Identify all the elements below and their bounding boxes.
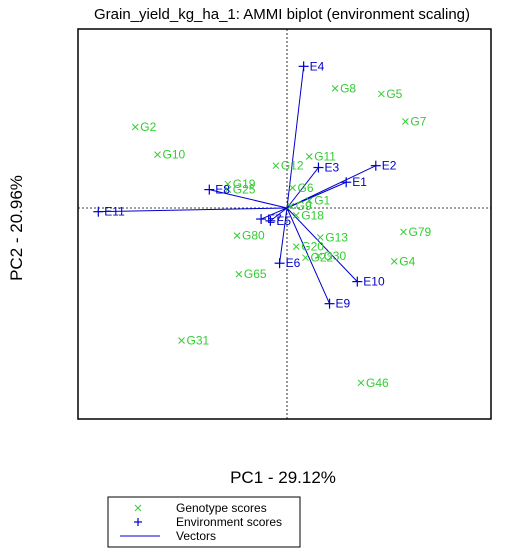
genotype-label-g20: G20: [301, 240, 324, 254]
genotype-point-g11: [305, 153, 313, 160]
environment-label-e9: E9: [336, 297, 351, 311]
legend: Genotype scores Environment scores Vecto…: [107, 496, 301, 548]
genotype-label-g19: G19: [233, 177, 256, 191]
genotype-point-g19: [224, 180, 232, 188]
environment-label-e6: E6: [286, 256, 301, 270]
environment-label-e10: E10: [363, 275, 385, 289]
genotype-label-g6: G6: [298, 181, 314, 195]
legend-genotype-symbol: [134, 504, 142, 512]
vector-e1: [286, 181, 347, 209]
genotype-point-g31: [178, 337, 185, 344]
environment-point-e11: [93, 206, 104, 217]
genotype-point-g79: [400, 228, 407, 236]
genotype-label-g18: G18: [301, 208, 324, 222]
plot-frame: [77, 28, 492, 420]
genotype-label-g8: G8: [340, 81, 356, 95]
genotype-point-g1: [305, 197, 313, 204]
vector-e2: [286, 165, 377, 209]
genotype-point-g4: [390, 258, 398, 265]
genotype-point-g8: [331, 85, 339, 92]
genotype-point-g20: [292, 243, 300, 250]
genotype-label-g4: G4: [399, 254, 415, 268]
genotype-point-g7: [402, 118, 409, 125]
vector-e7: [260, 207, 288, 220]
y-axis-title: PC2 - 20.96%: [7, 175, 26, 281]
environment-point-e2: [370, 160, 381, 171]
genotype-label-g46: G46: [366, 376, 389, 390]
genotype-point-g13: [316, 234, 324, 241]
vector-e3: [286, 167, 319, 209]
legend-environment-symbol: [134, 518, 142, 526]
legend-vector-label: Vectors: [176, 529, 216, 543]
genotype-label-g5: G5: [386, 87, 402, 101]
vectors-layer: [98, 66, 377, 304]
genotype-label-g12: G12: [281, 159, 304, 173]
genotype-label-g2: G2: [140, 120, 156, 134]
genotype-label-g10: G10: [163, 148, 186, 162]
legend-genotype-label: Genotype scores: [176, 501, 267, 515]
environment-label-e4: E4: [310, 59, 325, 73]
environment-point-e4: [298, 61, 309, 72]
genotype-point-g9: [287, 202, 295, 210]
genotype-point-g80: [233, 232, 241, 239]
genotype-point-g65: [235, 270, 243, 278]
environment-label-e11: E11: [104, 205, 125, 219]
environment-label-e3: E3: [324, 161, 339, 175]
genotype-point-g5: [377, 90, 385, 98]
genotype-label-g80: G80: [242, 229, 265, 243]
genotype-point-g10: [154, 151, 161, 158]
genotype-point-g25: [224, 186, 232, 193]
genotype-point-g46: [357, 379, 365, 387]
genotype-label-g7: G7: [410, 115, 426, 129]
x-axis-title: PC1 - 29.12%: [230, 468, 336, 487]
environment-label-e1: E1: [352, 175, 367, 189]
genotype-label-g30: G30: [323, 249, 346, 263]
vector-e5: [270, 207, 288, 222]
genotype-point-g2: [131, 123, 139, 131]
environment-point-e3: [313, 162, 324, 173]
genotype-label-g79: G79: [409, 225, 432, 239]
genotype-label-g25: G25: [233, 183, 256, 197]
environment-point-e9: [324, 298, 335, 309]
chart-title: Grain_yield_kg_ha_1: AMMI biplot (enviro…: [94, 6, 470, 23]
vector-e9: [286, 207, 331, 304]
legend-environment-label: Environment scores: [176, 515, 282, 529]
genotype-point-g12: [272, 162, 280, 170]
vector-e11: [98, 207, 288, 213]
environment-point-e1: [341, 177, 352, 188]
vector-e8: [209, 189, 288, 209]
vector-e4: [286, 66, 305, 209]
genotype-label-g31: G31: [187, 333, 210, 347]
environment-point-e8: [204, 184, 215, 195]
genotype-point-g30: [315, 252, 322, 260]
environment-point-e7: [256, 214, 267, 225]
genotype-label-g11: G11: [314, 149, 336, 163]
environment-label-e5: E5: [276, 214, 291, 228]
environment-point-e10: [352, 276, 363, 287]
genotype-label-g9: G9: [296, 199, 312, 213]
genotype-label-g13: G13: [325, 230, 348, 244]
environment-label-e2: E2: [382, 159, 397, 173]
genotype-label-g65: G65: [244, 267, 267, 281]
vector-e6: [279, 207, 288, 264]
environment-point-e5: [265, 215, 276, 226]
genotype-point-g18: [292, 212, 300, 219]
environment-point-e6: [274, 258, 285, 269]
vector-e10: [286, 207, 358, 282]
genotype-point-g22: [302, 254, 309, 262]
environment-label-e8: E8: [215, 183, 230, 197]
genotype-label-g1: G1: [314, 194, 330, 208]
genotype-point-g6: [289, 184, 296, 192]
